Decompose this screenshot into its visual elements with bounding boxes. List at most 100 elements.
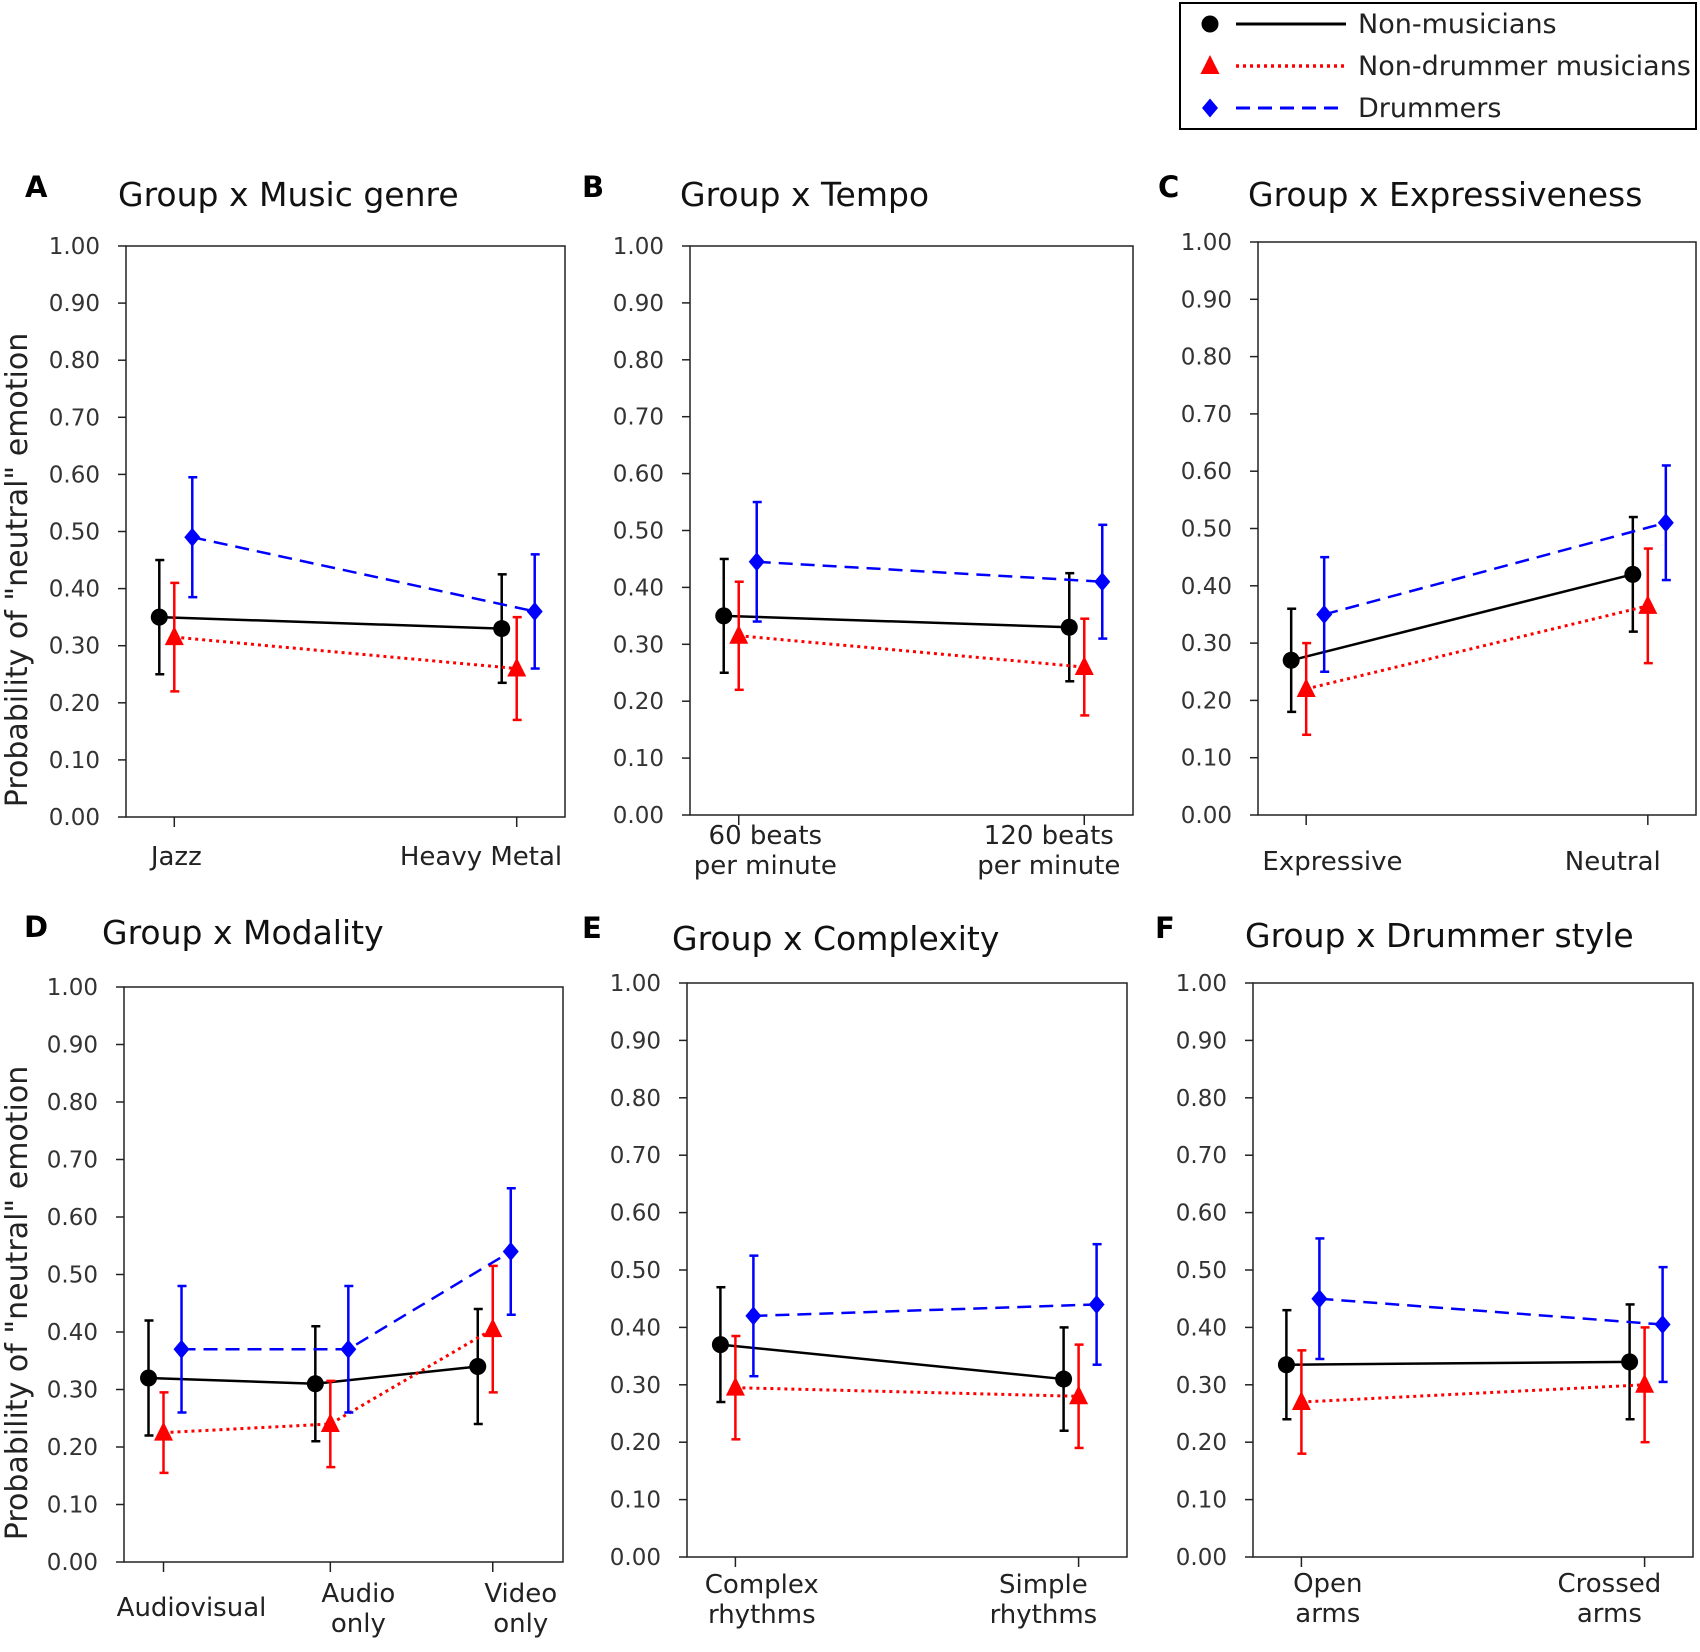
series-line	[192, 535, 535, 613]
data-point	[1277, 1356, 1295, 1374]
x-category-label: Audio	[321, 1579, 395, 1609]
plot-frame	[123, 986, 564, 1563]
data-point	[340, 1339, 357, 1359]
data-point	[1654, 1315, 1671, 1335]
data-point	[1316, 604, 1333, 624]
y-tick-label: 0.80	[613, 348, 664, 374]
panel-title: Group x Music genre	[118, 175, 459, 214]
x-category-label: Open	[1293, 1569, 1362, 1599]
panel-d: D Group x Modality 0.00 0.10 0.20 0.30 0.40 0.5…	[0, 910, 564, 1639]
y-tick-label: 0.70	[1176, 1143, 1227, 1169]
x-category-label: 60 beats	[709, 821, 823, 851]
legend-marker-0	[1201, 15, 1219, 33]
legend: Non-musicians Non-drummer musicians Drumme…	[1179, 2, 1697, 130]
series-1	[1291, 1326, 1655, 1455]
series-line	[738, 634, 1085, 669]
x-category-label: 120 beats	[984, 821, 1114, 851]
series-line	[181, 1250, 512, 1351]
panel-letter: A	[25, 170, 48, 204]
data-point	[1311, 1289, 1328, 1309]
legend-label-1: Non-drummer musicians	[1358, 51, 1691, 82]
y-tick-label: 0.40	[610, 1315, 661, 1341]
x-category-label: Complex	[705, 1570, 819, 1600]
y-tick-label: 0.50	[1181, 517, 1232, 543]
y-tick-label: 0.30	[1176, 1373, 1227, 1399]
y-tick-label: 0.20	[1176, 1430, 1227, 1456]
x-category-label: rhythms	[990, 1600, 1098, 1630]
y-tick-label: 0.90	[49, 291, 100, 317]
y-axis-label: Probability of "neutral" emotion	[0, 1066, 35, 1541]
data-point	[715, 607, 733, 625]
y-tick-label: 0.20	[610, 1430, 661, 1456]
y-tick-label: 0.00	[1181, 803, 1232, 829]
y-tick-label: 0.30	[47, 1378, 98, 1404]
data-point	[320, 1413, 340, 1432]
series-0	[140, 1307, 487, 1443]
y-tick-label: 0.60	[47, 1205, 98, 1231]
series-line	[1305, 604, 1649, 691]
y-tick-label: 0.30	[1181, 631, 1232, 657]
series-0	[1277, 1303, 1639, 1421]
panel-letter: D	[24, 910, 48, 944]
y-tick-label: 0.50	[1176, 1258, 1227, 1284]
series-2	[748, 500, 1111, 640]
data-point	[140, 1369, 158, 1387]
y-tick-label: 0.90	[1176, 1028, 1227, 1054]
series-2	[173, 1187, 519, 1414]
legend-marker-1	[1200, 55, 1220, 74]
y-tick-label: 0.00	[613, 803, 664, 829]
data-point	[164, 626, 184, 646]
y-tick-label: 0.60	[1181, 459, 1232, 485]
y-tick-label: 0.30	[610, 1373, 661, 1399]
y-tick-label: 0.90	[1181, 287, 1232, 313]
y-tick-label: 0.10	[1181, 746, 1232, 772]
series-line	[720, 1343, 1064, 1381]
series-line	[159, 615, 502, 630]
series-line	[735, 1386, 1079, 1398]
y-tick-label: 0.40	[49, 577, 100, 603]
y-tick-label: 0.90	[613, 291, 664, 317]
data-point	[711, 1336, 729, 1354]
data-point	[469, 1358, 487, 1375]
x-category-label: arms	[1577, 1599, 1642, 1629]
data-point	[493, 620, 511, 638]
y-tick-label: 0.80	[47, 1090, 98, 1116]
x-category-label: arms	[1295, 1599, 1360, 1629]
y-tick-label: 0.90	[47, 1033, 98, 1059]
y-tick-label: 0.40	[1176, 1315, 1227, 1341]
series-1	[729, 580, 1094, 717]
y-tick-label: 1.00	[47, 975, 98, 1001]
y-tick-label: 1.00	[49, 234, 100, 260]
series-2	[745, 1242, 1105, 1378]
y-tick-label: 0.50	[613, 519, 664, 545]
y-tick-label: 0.20	[47, 1435, 98, 1461]
plot-frame	[1257, 241, 1697, 816]
y-tick-label: 1.00	[613, 234, 664, 260]
panel-f: F Group x Drummer style 0.00 0.10 0.20 0.30 0.…	[1155, 911, 1694, 1629]
y-tick-label: 0.20	[613, 689, 664, 715]
data-point	[1055, 1370, 1073, 1388]
x-category-label: Jazz	[149, 842, 202, 872]
series-1	[725, 1334, 1089, 1450]
y-tick-label: 0.40	[613, 575, 664, 601]
data-point	[729, 624, 749, 644]
panel-letter: F	[1155, 911, 1175, 945]
y-tick-label: 0.70	[610, 1143, 661, 1169]
data-point	[1060, 618, 1078, 636]
y-tick-label: 0.60	[610, 1201, 661, 1227]
y-tick-label: 0.00	[47, 1550, 98, 1576]
y-tick-label: 0.90	[610, 1028, 661, 1054]
series-line	[756, 560, 1103, 583]
x-category-label: per minute	[694, 851, 837, 881]
series-1	[1296, 547, 1658, 737]
y-tick-label: 0.80	[1176, 1086, 1227, 1112]
y-tick-label: 0.10	[49, 748, 100, 774]
series-line	[723, 614, 1070, 629]
x-category-label: Crossed	[1558, 1569, 1662, 1599]
y-tick-label: 0.10	[613, 746, 664, 772]
y-tick-label: 0.80	[1181, 345, 1232, 371]
series-2	[1311, 1237, 1671, 1384]
data-point	[1291, 1391, 1311, 1411]
data-point	[1088, 1294, 1105, 1314]
y-tick-label: 0.20	[49, 691, 100, 717]
